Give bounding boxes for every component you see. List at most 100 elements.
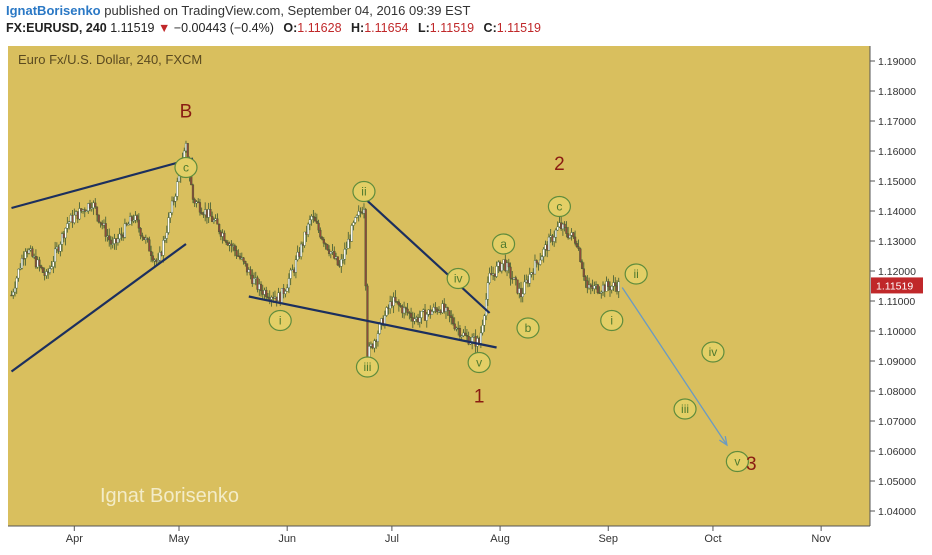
major-wave-labels: B 2 1 3 — [180, 102, 757, 476]
candle-body — [516, 279, 519, 294]
candle-body — [184, 143, 188, 152]
candle-body — [587, 284, 591, 289]
candle-body — [591, 286, 594, 289]
low-label: L: — [417, 21, 430, 35]
candle-body — [460, 335, 463, 337]
candle-body — [437, 310, 441, 313]
candle-body — [293, 269, 296, 273]
candle-body — [472, 336, 475, 338]
candle-body — [245, 263, 249, 273]
candle-body — [574, 236, 577, 244]
candle-body — [156, 260, 160, 262]
candle-body — [286, 287, 289, 292]
candle-body — [521, 293, 524, 297]
wave-label[interactable]: iv — [701, 341, 725, 363]
candle-body — [467, 336, 470, 345]
major-wave-label[interactable]: 2 — [554, 154, 565, 175]
candle-body — [298, 251, 301, 257]
wave-label[interactable]: v — [725, 450, 749, 473]
candle-body — [10, 294, 13, 297]
time-axis: Apr May Jun Jul Aug Sep Oct Nov — [66, 526, 831, 545]
candle-body — [116, 238, 120, 243]
candle-body — [113, 238, 116, 244]
wave-label[interactable]: i — [600, 309, 624, 332]
candle-body — [329, 251, 332, 254]
candle-body — [17, 268, 20, 279]
trendline[interactable] — [359, 193, 491, 314]
major-wave-label[interactable]: 1 — [474, 387, 485, 408]
last-price: 1.11519 — [110, 21, 155, 35]
candle-body — [108, 235, 111, 241]
price-tick-label: 1.14000 — [878, 206, 916, 218]
candle-body — [448, 310, 451, 316]
projection-arrow[interactable] — [621, 287, 728, 446]
candle-body — [490, 273, 493, 276]
candle-body — [90, 207, 93, 210]
candle-body — [231, 245, 235, 247]
candle-body — [361, 212, 364, 214]
candle-body — [427, 309, 430, 315]
wave-label[interactable]: iv — [446, 267, 470, 290]
candle-body — [282, 288, 285, 294]
candle-body — [432, 307, 435, 312]
chart-title: Euro Fx/U.S. Dollar, 240, FXCM — [18, 52, 202, 67]
wave-label[interactable]: iii — [355, 356, 380, 378]
wave-label[interactable]: iii — [673, 398, 697, 420]
wave-label[interactable]: b — [516, 317, 540, 339]
candle-body — [167, 217, 170, 233]
candle-body — [509, 266, 512, 279]
candle-body — [284, 291, 287, 294]
wave-label[interactable]: ii — [624, 263, 648, 285]
candle-body — [19, 267, 22, 270]
wave-label[interactable]: ii — [352, 180, 376, 203]
trendline[interactable] — [10, 243, 187, 373]
candle-body — [94, 202, 97, 208]
wave-label[interactable]: c — [547, 195, 572, 218]
candle-body — [54, 248, 57, 262]
candle-body — [97, 214, 100, 223]
candle-body — [143, 236, 146, 240]
trendline[interactable] — [248, 295, 497, 349]
candle-body — [488, 273, 491, 283]
chart-header: IgnatBorisenko published on TradingView.… — [0, 0, 932, 40]
wave-label[interactable]: c — [174, 156, 198, 179]
candle-body — [13, 287, 17, 293]
price-tick-label: 1.10000 — [878, 326, 916, 338]
candle-body — [551, 235, 554, 242]
candle-body — [429, 309, 432, 315]
candle-body — [530, 272, 533, 275]
major-wave-label[interactable]: 3 — [746, 454, 757, 475]
candle-body — [586, 280, 589, 289]
last-price-box — [871, 277, 923, 294]
candle-body — [303, 231, 306, 246]
candle-body — [60, 233, 64, 245]
candle-body — [615, 285, 619, 292]
wave-label[interactable]: a — [491, 233, 516, 255]
wave-label[interactable]: i — [268, 309, 292, 332]
candle-body — [549, 235, 552, 238]
candle-body — [41, 267, 44, 273]
candle-body — [403, 307, 406, 314]
candle-body — [99, 221, 102, 224]
wave-label-circle — [547, 195, 572, 218]
open-value: 1.11628 — [297, 21, 342, 35]
down-arrow-icon: ▼ — [157, 21, 171, 35]
candle-body — [340, 259, 343, 267]
chart-area[interactable]: 1.19000 1.18000 1.17000 1.16000 1.15000 1.140… — [0, 40, 932, 550]
candle-body — [169, 212, 172, 218]
candle-body — [418, 317, 421, 323]
wave-label[interactable]: v — [467, 351, 491, 374]
candle-body — [605, 281, 608, 292]
price-chart[interactable]: 1.19000 1.18000 1.17000 1.16000 1.15000 1.140… — [0, 40, 932, 550]
major-wave-label[interactable]: B — [180, 102, 193, 123]
candle-body — [546, 244, 549, 251]
low-value: 1.11519 — [429, 21, 475, 35]
candle-body — [226, 242, 229, 246]
trendline[interactable] — [11, 157, 194, 210]
candle-body — [345, 248, 348, 250]
price-tick-label: 1.07000 — [878, 416, 916, 428]
author-link[interactable]: IgnatBorisenko — [6, 3, 101, 18]
time-tick-label: Nov — [811, 533, 831, 545]
candle-body — [149, 250, 153, 256]
price-tick-label: 1.05000 — [878, 476, 916, 488]
